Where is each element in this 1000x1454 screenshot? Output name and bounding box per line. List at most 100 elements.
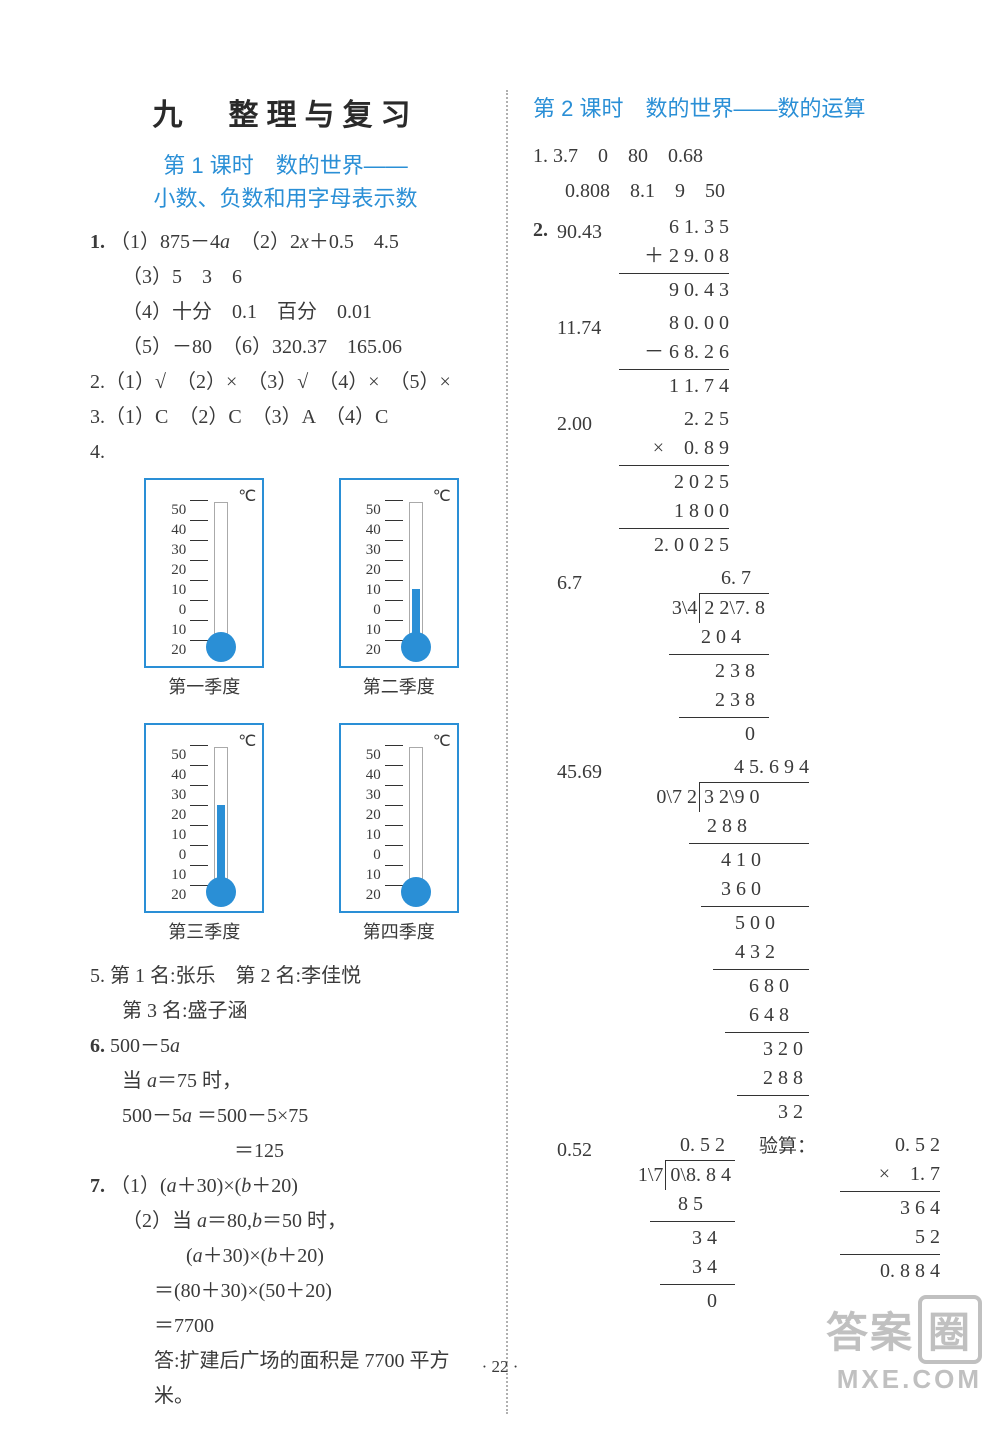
lesson1-title: 第 1 课时 数的世界—— 小数、负数和用字母表示数 <box>90 149 481 215</box>
thermo-unit-label: ℃ <box>433 483 451 511</box>
calc-div3-s3: 3 4 <box>605 1253 735 1282</box>
thermometer-box: ℃504030201001020 <box>144 478 264 668</box>
thermo-bulb <box>206 632 236 662</box>
r-q1-line2: 0.808 8.1 9 50 <box>533 174 940 209</box>
calc-div2-divisor: 0\7 2 <box>656 786 697 808</box>
q1-line1: 1. （1）875－4a （2）2x＋0.5 4.5 <box>90 225 481 260</box>
thermo-tick <box>385 805 403 825</box>
thermo-scale-value: 20 <box>156 885 186 905</box>
calc-div2-rule <box>701 906 809 907</box>
thermo-scale-value: 10 <box>156 580 186 600</box>
thermo-tick <box>190 765 208 785</box>
thermometer-box: ℃504030201001020 <box>339 723 459 913</box>
watermark: 答案圈 MXE.COM <box>826 1295 982 1395</box>
thermo-scale-value: 50 <box>156 745 186 765</box>
calc-sub: 11.74 8 0. 0 0 － 6 8. 2 6 1 1. 7 4 <box>533 309 940 401</box>
calc-div3-rule1 <box>650 1221 735 1222</box>
q7-line4: ＝(80＋30)×(50＋20) <box>90 1274 481 1309</box>
thermometer: ℃504030201001020第三季度 <box>122 723 286 949</box>
calc-div3-verify: 0. 5 2 × 1. 7 3 6 4 5 2 0. 8 8 4 <box>840 1131 940 1286</box>
calc-div2-step: 4 3 2 <box>619 938 809 967</box>
calc-div1-dividend: 2 2\7. 8 <box>699 593 769 623</box>
thermo-tick <box>385 500 403 520</box>
calc-div2-dividend: 3 2\9 0 <box>699 782 809 812</box>
thermo-scale-value: 20 <box>156 560 186 580</box>
calc-mul-res: 2. 0 0 2 5 <box>619 531 729 560</box>
calc-div2-step: 3 6 0 <box>619 875 809 904</box>
calc-sub-res: 1 1. 7 4 <box>619 372 729 401</box>
calc-div3-s1: 8 5 <box>605 1190 735 1219</box>
thermo-scale-value: 0 <box>156 600 186 620</box>
thermo-ticks <box>385 745 403 905</box>
calc-div3-label: 0.52 <box>557 1131 605 1168</box>
thermometer-grid: ℃504030201001020第一季度℃504030201001020第二季度… <box>90 478 481 949</box>
left-column: 九 整理与复习 第 1 课时 数的世界—— 小数、负数和用字母表示数 1. （1… <box>90 90 506 1414</box>
calc-add-body: 6 1. 3 5 ＋ 2 9. 0 8 9 0. 4 3 <box>619 213 729 305</box>
thermo-tick <box>385 745 403 765</box>
verify-p1: 3 6 4 <box>840 1194 940 1223</box>
q7-line2: （2）当 a＝80,b＝50 时， <box>90 1204 481 1239</box>
calc-add-res: 9 0. 4 3 <box>619 276 729 305</box>
thermo-caption: 第三季度 <box>122 917 286 949</box>
q3-line: 3.（1）C （2）C （3）A （4）C <box>90 400 481 435</box>
thermo-tick <box>190 825 208 845</box>
calc-div2-body: 4 5. 6 9 4 0\7 23 2\9 0 2 8 84 1 03 6 05… <box>619 753 809 1127</box>
thermo-tick <box>385 785 403 805</box>
page: 九 整理与复习 第 1 课时 数的世界—— 小数、负数和用字母表示数 1. （1… <box>0 0 1000 1454</box>
thermo-unit-label: ℃ <box>238 483 256 511</box>
thermo-tick <box>385 600 403 620</box>
calc-div2-step: 2 8 8 <box>619 812 809 841</box>
thermo-scale-value: 10 <box>156 825 186 845</box>
thermo-tick <box>385 620 403 640</box>
calc-div2-line: 0\7 23 2\9 0 <box>619 782 809 812</box>
thermo-caption: 第一季度 <box>122 672 286 704</box>
calc-div2-step: 5 0 0 <box>619 909 809 938</box>
thermo-tick <box>190 560 208 580</box>
lesson2-title: 第 2 课时 数的世界——数的运算 <box>533 90 940 129</box>
calc-add: 2. 90.43 6 1. 3 5 ＋ 2 9. 0 8 9 0. 4 3 <box>533 213 940 305</box>
calc-div1-s4: 0 <box>619 720 769 749</box>
calc-div3-divisor: 1\7 <box>638 1164 664 1186</box>
calc-div2-rule <box>725 1032 809 1033</box>
thermo-scale-value: 40 <box>156 520 186 540</box>
thermometer-box: ℃504030201001020 <box>339 478 459 668</box>
q7-line6: 答:扩建后广场的面积是 7700 平方米。 <box>90 1344 481 1414</box>
verify-op: × 1. 7 <box>840 1160 940 1189</box>
calc-mul-a: 2. 2 5 <box>619 405 729 434</box>
r-q1-line1: 1. 3.7 0 80 0.68 <box>533 139 940 174</box>
thermo-scale-value: 40 <box>351 765 381 785</box>
calc-div2-step: 3 2 <box>619 1098 809 1127</box>
thermo-scale-value: 10 <box>351 825 381 845</box>
thermo-scale-value: 20 <box>351 560 381 580</box>
lesson1-title-line1: 第 1 课时 数的世界—— <box>163 153 407 178</box>
thermo-tick <box>190 845 208 865</box>
chapter-title: 九 整理与复习 <box>90 90 481 143</box>
thermo-scale-value: 50 <box>351 500 381 520</box>
q6-line3: 500－5a ＝500－5×75 <box>90 1099 481 1134</box>
q6-line1: 6. 500－5a <box>90 1029 481 1064</box>
calc-sub-body: 8 0. 0 0 － 6 8. 2 6 1 1. 7 4 <box>619 309 729 401</box>
calc-div1-rule1 <box>669 654 769 655</box>
calc-div1-s1: 2 0 4 <box>619 623 769 652</box>
q6-line2: 当 a＝75 时， <box>90 1064 481 1099</box>
thermo-scale: 504030201001020 <box>156 500 186 660</box>
thermo-tick <box>385 560 403 580</box>
thermo-tick <box>385 580 403 600</box>
verify-p2: 5 2 <box>840 1223 940 1252</box>
q7-line5: ＝7700 <box>90 1309 481 1344</box>
calc-div3-s2: 3 4 <box>605 1224 735 1253</box>
thermometer: ℃504030201001020第一季度 <box>122 478 286 704</box>
q5-line1: 5. 第 1 名:张乐 第 2 名:李佳悦 <box>90 959 481 994</box>
thermo-caption: 第二季度 <box>316 672 481 704</box>
thermo-scale-value: 10 <box>351 865 381 885</box>
lesson1-title-line2: 小数、负数和用字母表示数 <box>153 186 417 211</box>
thermo-tick <box>190 785 208 805</box>
thermo-tick <box>385 845 403 865</box>
thermo-tick <box>385 885 403 905</box>
thermo-scale-value: 50 <box>156 500 186 520</box>
calc-div1-s3: 2 3 8 <box>619 686 769 715</box>
thermo-tick <box>190 540 208 560</box>
calc-div2-quot: 4 5. 6 9 4 <box>619 753 809 782</box>
thermo-tick <box>190 620 208 640</box>
thermo-scale-value: 10 <box>351 580 381 600</box>
